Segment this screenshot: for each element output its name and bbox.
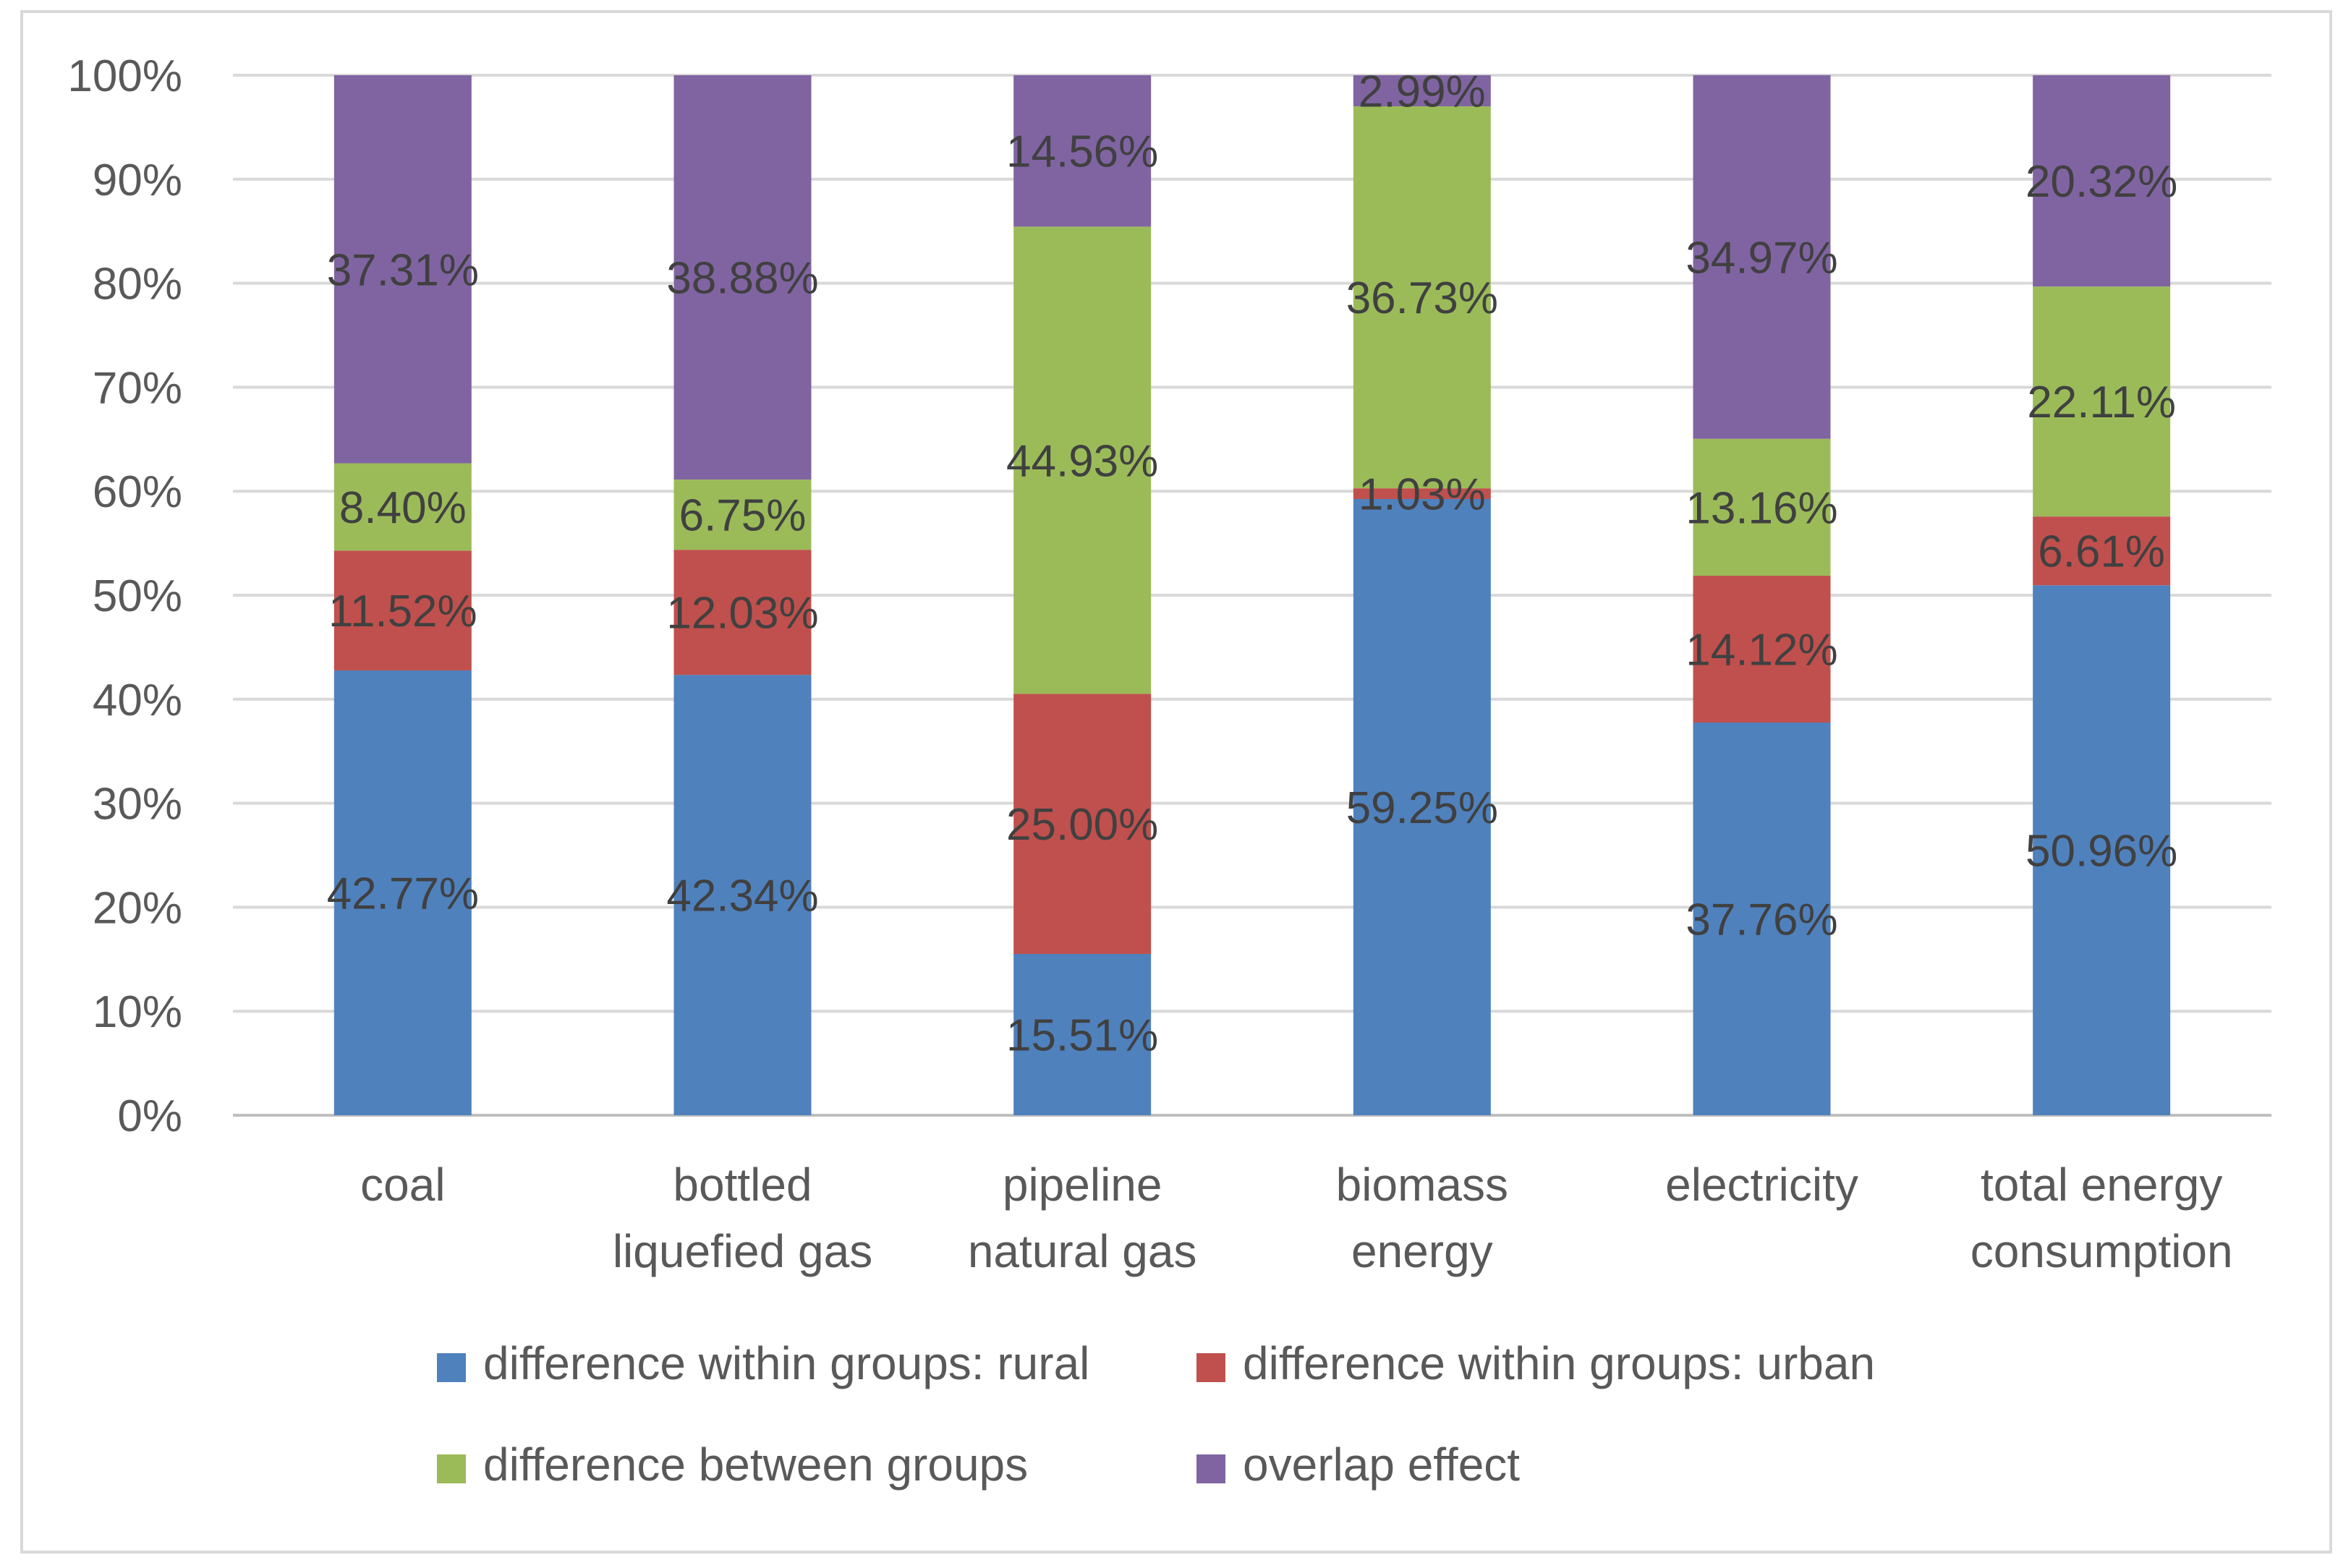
bar-segment[interactable] <box>1013 694 1152 954</box>
legend-label[interactable]: difference between groups <box>483 1439 1028 1491</box>
bar-segment[interactable] <box>673 480 812 550</box>
bar-segment[interactable] <box>2033 286 2171 517</box>
data-label: 37.31% <box>327 245 479 295</box>
data-labels: 42.77% 11.52% 8.40% 37.31% 42.34% 12.03% 6.75%… <box>327 67 2178 1060</box>
legend-swatch[interactable] <box>437 1454 466 1483</box>
gridlines <box>233 74 2271 1117</box>
data-label: 59.25% <box>1346 783 1498 833</box>
x-axis-categories: coal bottled liquefied gas pipeline natural … <box>360 1159 2232 1277</box>
data-label: 12.03% <box>666 589 818 639</box>
bar-segment[interactable] <box>1013 75 1152 227</box>
bar-segment[interactable] <box>1693 74 1831 439</box>
legend-label[interactable]: overlap effect <box>1243 1439 1520 1491</box>
category-label: pipeline <box>1003 1159 1162 1211</box>
category-label: energy <box>1351 1225 1493 1277</box>
bar-segment[interactable] <box>1353 488 1491 499</box>
y-tick-label: 40% <box>93 676 182 725</box>
bar-segment[interactable] <box>1693 438 1831 576</box>
legend: difference within groups: rural differenc… <box>437 1337 1875 1491</box>
bar-segment[interactable] <box>1353 75 1491 106</box>
bar-segment[interactable] <box>1013 953 1152 1115</box>
y-tick-label: 10% <box>93 987 182 1037</box>
data-label: 25.00% <box>1006 800 1158 850</box>
legend-swatch[interactable] <box>437 1353 466 1382</box>
y-tick-label: 80% <box>93 260 182 310</box>
bar-segment[interactable] <box>673 75 812 480</box>
bar-segment[interactable] <box>333 463 472 551</box>
legend-label[interactable]: difference within groups: rural <box>483 1337 1089 1389</box>
category-label: liquefied gas <box>613 1225 872 1277</box>
y-tick-label: 100% <box>67 51 182 101</box>
bars <box>333 74 2171 1115</box>
y-axis: 0% 10% 20% 30% 40% 50% 60% 70% 80% 90% 100% <box>67 51 2271 1141</box>
data-label: 13.16% <box>1685 483 1837 533</box>
y-tick-label: 30% <box>93 780 182 830</box>
data-label: 20.32% <box>2025 157 2177 207</box>
y-tick-label: 90% <box>93 155 182 205</box>
data-label: 22.11% <box>2027 378 2176 427</box>
y-tick-label: 20% <box>93 883 182 933</box>
category-label: consumption <box>1970 1225 2233 1277</box>
data-label: 14.56% <box>1006 127 1158 177</box>
bar-segment[interactable] <box>2033 75 2171 287</box>
data-label: 42.34% <box>666 872 818 921</box>
data-label: 11.52% <box>328 587 477 636</box>
bar-segment[interactable] <box>333 550 472 670</box>
bar-segment[interactable] <box>2033 516 2171 586</box>
bar-segment[interactable] <box>333 75 472 464</box>
data-label: 44.93% <box>1006 436 1158 486</box>
data-label: 6.75% <box>679 491 807 541</box>
bar-segment[interactable] <box>1353 498 1491 1115</box>
bar-segment[interactable] <box>1353 106 1491 489</box>
category-label: coal <box>360 1159 445 1211</box>
data-label: 8.40% <box>339 483 467 533</box>
data-label: 38.88% <box>666 254 818 304</box>
y-tick-label: 70% <box>93 363 182 413</box>
data-label: 42.77% <box>327 869 479 919</box>
legend-label[interactable]: difference within groups: urban <box>1243 1337 1875 1389</box>
data-label: 1.03% <box>1359 470 1486 520</box>
data-label: 15.51% <box>1006 1010 1158 1060</box>
data-label: 36.73% <box>1346 273 1498 323</box>
data-label: 14.12% <box>1685 625 1837 675</box>
category-label: natural gas <box>968 1225 1197 1277</box>
data-label: 34.97% <box>1685 233 1837 283</box>
bar-segment[interactable] <box>1013 226 1152 694</box>
bar-segment[interactable] <box>673 675 812 1115</box>
bar-segment[interactable] <box>333 670 472 1115</box>
bar-segment[interactable] <box>2033 585 2171 1115</box>
bar-segment[interactable] <box>673 550 812 676</box>
bar-segment[interactable] <box>1693 575 1831 723</box>
data-label: 2.99% <box>1359 67 1486 116</box>
legend-swatch[interactable] <box>1196 1353 1225 1382</box>
y-tick-label: 50% <box>93 571 182 621</box>
legend-swatch[interactable] <box>1196 1454 1225 1483</box>
y-tick-label: 60% <box>93 467 182 517</box>
data-label: 37.76% <box>1685 895 1837 945</box>
y-tick-label: 0% <box>117 1091 182 1141</box>
data-label: 50.96% <box>2025 827 2177 877</box>
category-label: total energy <box>1981 1159 2222 1211</box>
category-label: biomass <box>1336 1159 1508 1211</box>
bar-segment[interactable] <box>1693 723 1831 1115</box>
category-label: bottled <box>673 1159 812 1211</box>
category-label: electricity <box>1665 1159 1858 1211</box>
data-label: 6.61% <box>2038 527 2165 577</box>
